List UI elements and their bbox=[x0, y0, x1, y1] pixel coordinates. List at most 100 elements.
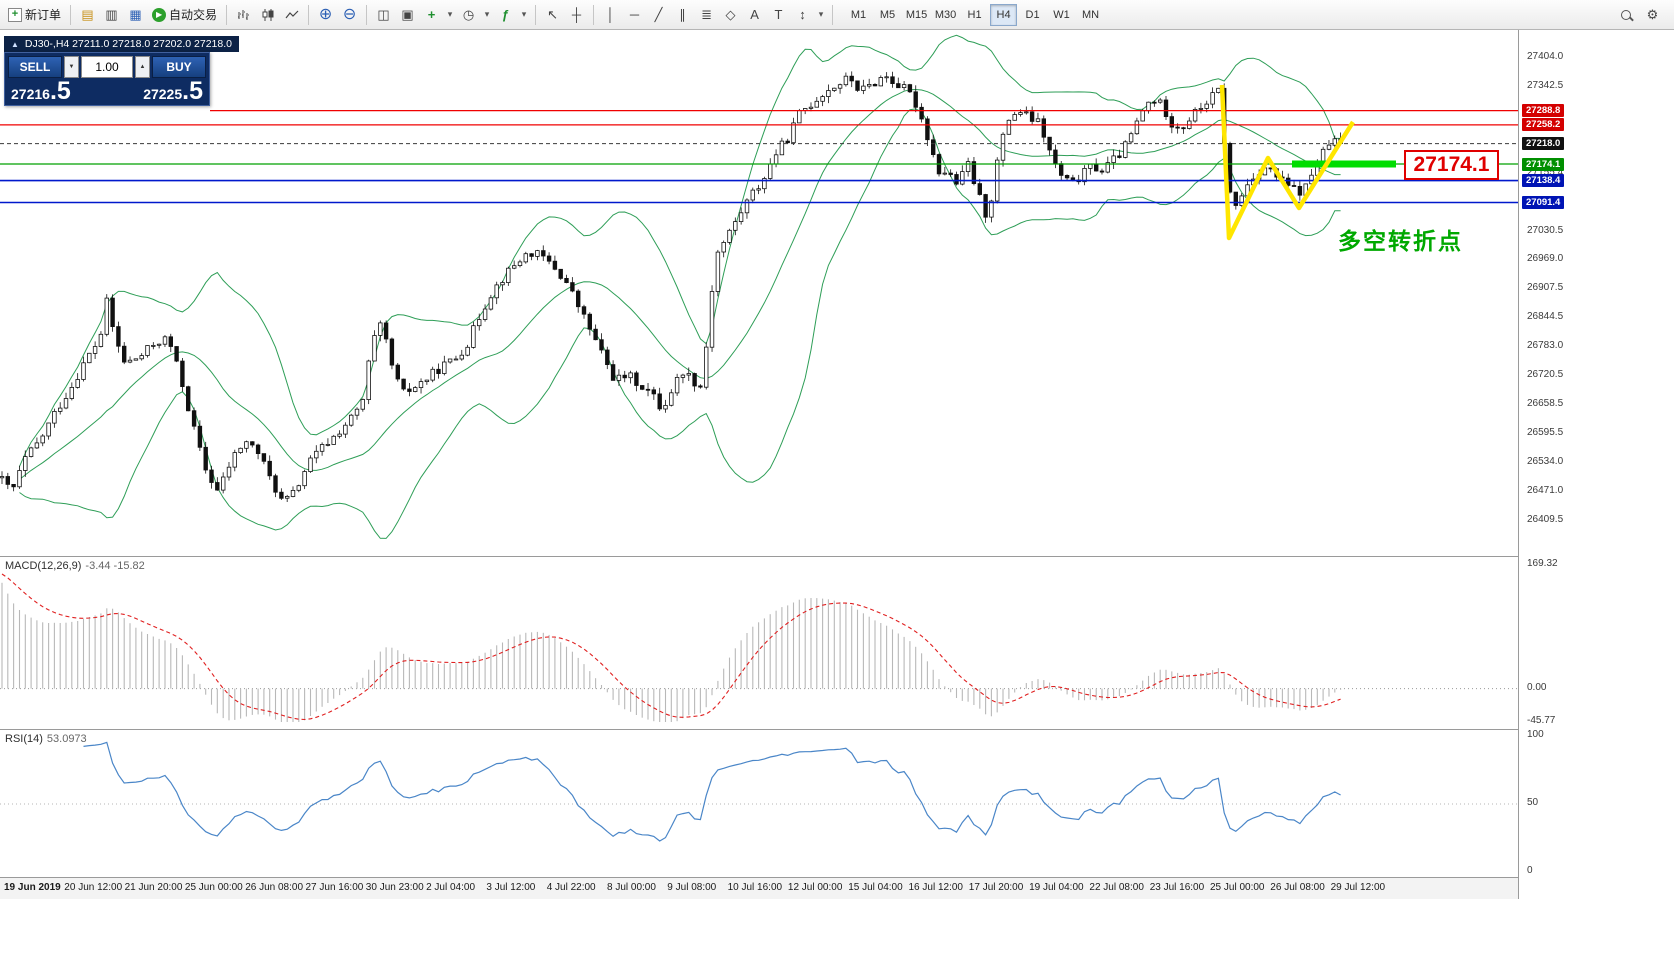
trendline-icon[interactable]: ╱ bbox=[647, 3, 670, 27]
timeframe-h1[interactable]: H1 bbox=[961, 4, 988, 26]
period-dropdown-icon[interactable]: ▾ bbox=[481, 3, 493, 27]
arrange-windows-icon[interactable]: ▣ bbox=[396, 3, 419, 27]
search-icon[interactable] bbox=[1614, 3, 1637, 27]
new-chart-dropdown-icon[interactable]: ▾ bbox=[444, 3, 456, 27]
timeframe-m15[interactable]: M15 bbox=[903, 4, 930, 26]
time-axis-label: 30 Jun 23:00 bbox=[365, 882, 424, 893]
price-tick-label: 27155.4 bbox=[1527, 166, 1564, 178]
price-tick-label: 26534.0 bbox=[1527, 455, 1564, 467]
time-axis-label: 8 Jul 00:00 bbox=[607, 882, 656, 893]
horizontal-line-icon[interactable]: ─ bbox=[623, 3, 646, 27]
rsi-canvas[interactable] bbox=[0, 730, 1518, 877]
price-tick-label: 26844.5 bbox=[1527, 311, 1564, 323]
new-order-button[interactable]: + 新订单 bbox=[4, 3, 65, 27]
price-level-badge: 27174.1 bbox=[1522, 157, 1565, 171]
time-axis-label: 19 Jun 2019 bbox=[4, 882, 61, 893]
toolbar-separator bbox=[832, 4, 834, 25]
candlestick-chart-icon[interactable] bbox=[256, 3, 279, 27]
price-tick-label: 27404.0 bbox=[1527, 50, 1564, 62]
text-icon[interactable]: A bbox=[743, 3, 766, 27]
vertical-line-icon[interactable]: │ bbox=[599, 3, 622, 27]
price-tick-label: 26471.0 bbox=[1527, 485, 1564, 497]
price-tick-label: 26595.5 bbox=[1527, 427, 1564, 439]
rsi-axis-label: 0 bbox=[1527, 865, 1533, 876]
price-tick-label: 26907.5 bbox=[1527, 282, 1564, 294]
profiles-icon[interactable]: ▥ bbox=[100, 3, 123, 27]
chart-region: ▲ DJ30-,H4 27211.0 27218.0 27202.0 27218… bbox=[0, 30, 1674, 957]
indicators-icon[interactable]: ƒ bbox=[494, 3, 517, 27]
rsi-label: RSI(14) 53.0973 bbox=[5, 733, 87, 745]
price-axis[interactable]: 27404.0 27342.5 27155.4 27030.5 26969.0 26907… bbox=[1518, 30, 1674, 899]
new-order-icon: + bbox=[8, 7, 22, 22]
main-chart-canvas[interactable] bbox=[0, 30, 1518, 556]
macd-pane: MACD(12,26,9) -3.44 -15.82 bbox=[0, 556, 1518, 729]
price-callout: 27174.1 bbox=[1404, 150, 1499, 180]
time-axis-label: 26 Jun 08:00 bbox=[245, 882, 304, 893]
objects-dropdown-icon[interactable]: ▾ bbox=[815, 3, 827, 27]
timeframe-m5[interactable]: M5 bbox=[874, 4, 901, 26]
time-axis-label: 27 Jun 16:00 bbox=[305, 882, 364, 893]
buy-button[interactable]: BUY bbox=[152, 56, 206, 78]
timeframe-h4[interactable]: H4 bbox=[990, 3, 1018, 26]
volume-down-button[interactable]: ▼ bbox=[64, 56, 79, 78]
auto-trading-button[interactable]: ▶ 自动交易 bbox=[148, 3, 221, 27]
time-axis-label: 15 Jul 04:00 bbox=[848, 882, 903, 893]
settings-gear-icon[interactable]: ⚙ bbox=[1641, 3, 1664, 27]
volume-input[interactable] bbox=[81, 56, 133, 78]
main-chart-pane: ▲ DJ30-,H4 27211.0 27218.0 27202.0 27218… bbox=[0, 30, 1518, 556]
time-axis-label: 23 Jul 16:00 bbox=[1149, 882, 1205, 893]
volume-up-button[interactable]: ▲ bbox=[135, 56, 150, 78]
channel-icon[interactable]: ∥ bbox=[671, 3, 694, 27]
price-level-badge: 27288.8 bbox=[1522, 104, 1565, 118]
timeframe-d1[interactable]: D1 bbox=[1019, 4, 1046, 26]
auto-trading-icon: ▶ bbox=[152, 7, 167, 22]
zoom-in-icon[interactable]: ⊕ bbox=[314, 3, 337, 27]
timeframe-mn[interactable]: MN bbox=[1077, 4, 1104, 26]
time-axis-label: 3 Jul 12:00 bbox=[486, 882, 536, 893]
time-axis-label: 25 Jun 00:00 bbox=[184, 882, 243, 893]
market-watch-icon[interactable]: ▦ bbox=[124, 3, 147, 27]
new-chart-icon[interactable]: + bbox=[420, 3, 443, 27]
time-axis-label: 20 Jun 12:00 bbox=[64, 882, 123, 893]
period-clock-icon[interactable]: ◷ bbox=[457, 3, 480, 27]
shapes-icon[interactable]: ◇ bbox=[719, 3, 742, 27]
rsi-axis-label: 50 bbox=[1527, 797, 1539, 808]
price-level-badge: 27218.0 bbox=[1522, 137, 1565, 151]
bollinger-bands bbox=[19, 34, 1341, 539]
crosshair-icon[interactable]: ┼ bbox=[565, 3, 588, 27]
line-chart-icon[interactable] bbox=[280, 3, 303, 27]
trade-panel-prices: 27216.5 27225.5 bbox=[8, 77, 206, 105]
macd-canvas[interactable] bbox=[0, 557, 1518, 729]
line-chart-glyph bbox=[285, 10, 298, 18]
timeframe-m30[interactable]: M30 bbox=[932, 4, 959, 26]
sell-price: 27216.5 bbox=[11, 77, 71, 105]
charts-icon[interactable]: ▤ bbox=[76, 3, 99, 27]
price-tick-label: 26783.0 bbox=[1527, 340, 1564, 352]
macd-histogram bbox=[1, 582, 1342, 722]
arrows-icon[interactable]: ↕ bbox=[791, 3, 814, 27]
time-axis-label: 12 Jul 00:00 bbox=[787, 882, 843, 893]
zoom-out-icon[interactable]: ⊖ bbox=[338, 3, 361, 27]
timeframe-w1[interactable]: W1 bbox=[1048, 4, 1075, 26]
toolbar-separator bbox=[226, 4, 228, 25]
macd-label: MACD(12,26,9) -3.44 -15.82 bbox=[5, 560, 145, 572]
time-axis-label: 9 Jul 08:00 bbox=[667, 882, 717, 893]
fibonacci-icon[interactable]: ≣ bbox=[695, 3, 718, 27]
auto-trading-label: 自动交易 bbox=[169, 7, 218, 22]
cursor-icon[interactable]: ↖ bbox=[541, 3, 564, 27]
annotation-text: 多空转折点 bbox=[1338, 228, 1463, 254]
toolbar-separator bbox=[70, 4, 72, 25]
indicators-dropdown-icon[interactable]: ▾ bbox=[518, 3, 530, 27]
tile-windows-icon[interactable]: ◫ bbox=[372, 3, 395, 27]
timeframe-m1[interactable]: M1 bbox=[845, 4, 872, 26]
price-level-badge: 27258.2 bbox=[1522, 118, 1565, 132]
toolbar: + 新订单 ▤ ▥ ▦ ▶ 自动交易 ⊕ ⊖ ◫ ▣ + ▾ ◷ ▾ ƒ ▾ ↖… bbox=[0, 0, 1674, 30]
new-order-label: 新订单 bbox=[25, 7, 62, 22]
macd-axis-label: 0.00 bbox=[1527, 681, 1547, 693]
text-label-icon[interactable]: T bbox=[767, 3, 790, 27]
time-axis[interactable]: 19 Jun 2019 20 Jun 12:00 21 Jun 20:00 25 Ju… bbox=[0, 877, 1518, 899]
sell-button[interactable]: SELL bbox=[8, 56, 62, 78]
bar-chart-icon[interactable] bbox=[232, 3, 255, 27]
time-axis-label: 26 Jul 08:00 bbox=[1270, 882, 1325, 893]
time-axis-label: 2 Jul 04:00 bbox=[426, 882, 476, 893]
